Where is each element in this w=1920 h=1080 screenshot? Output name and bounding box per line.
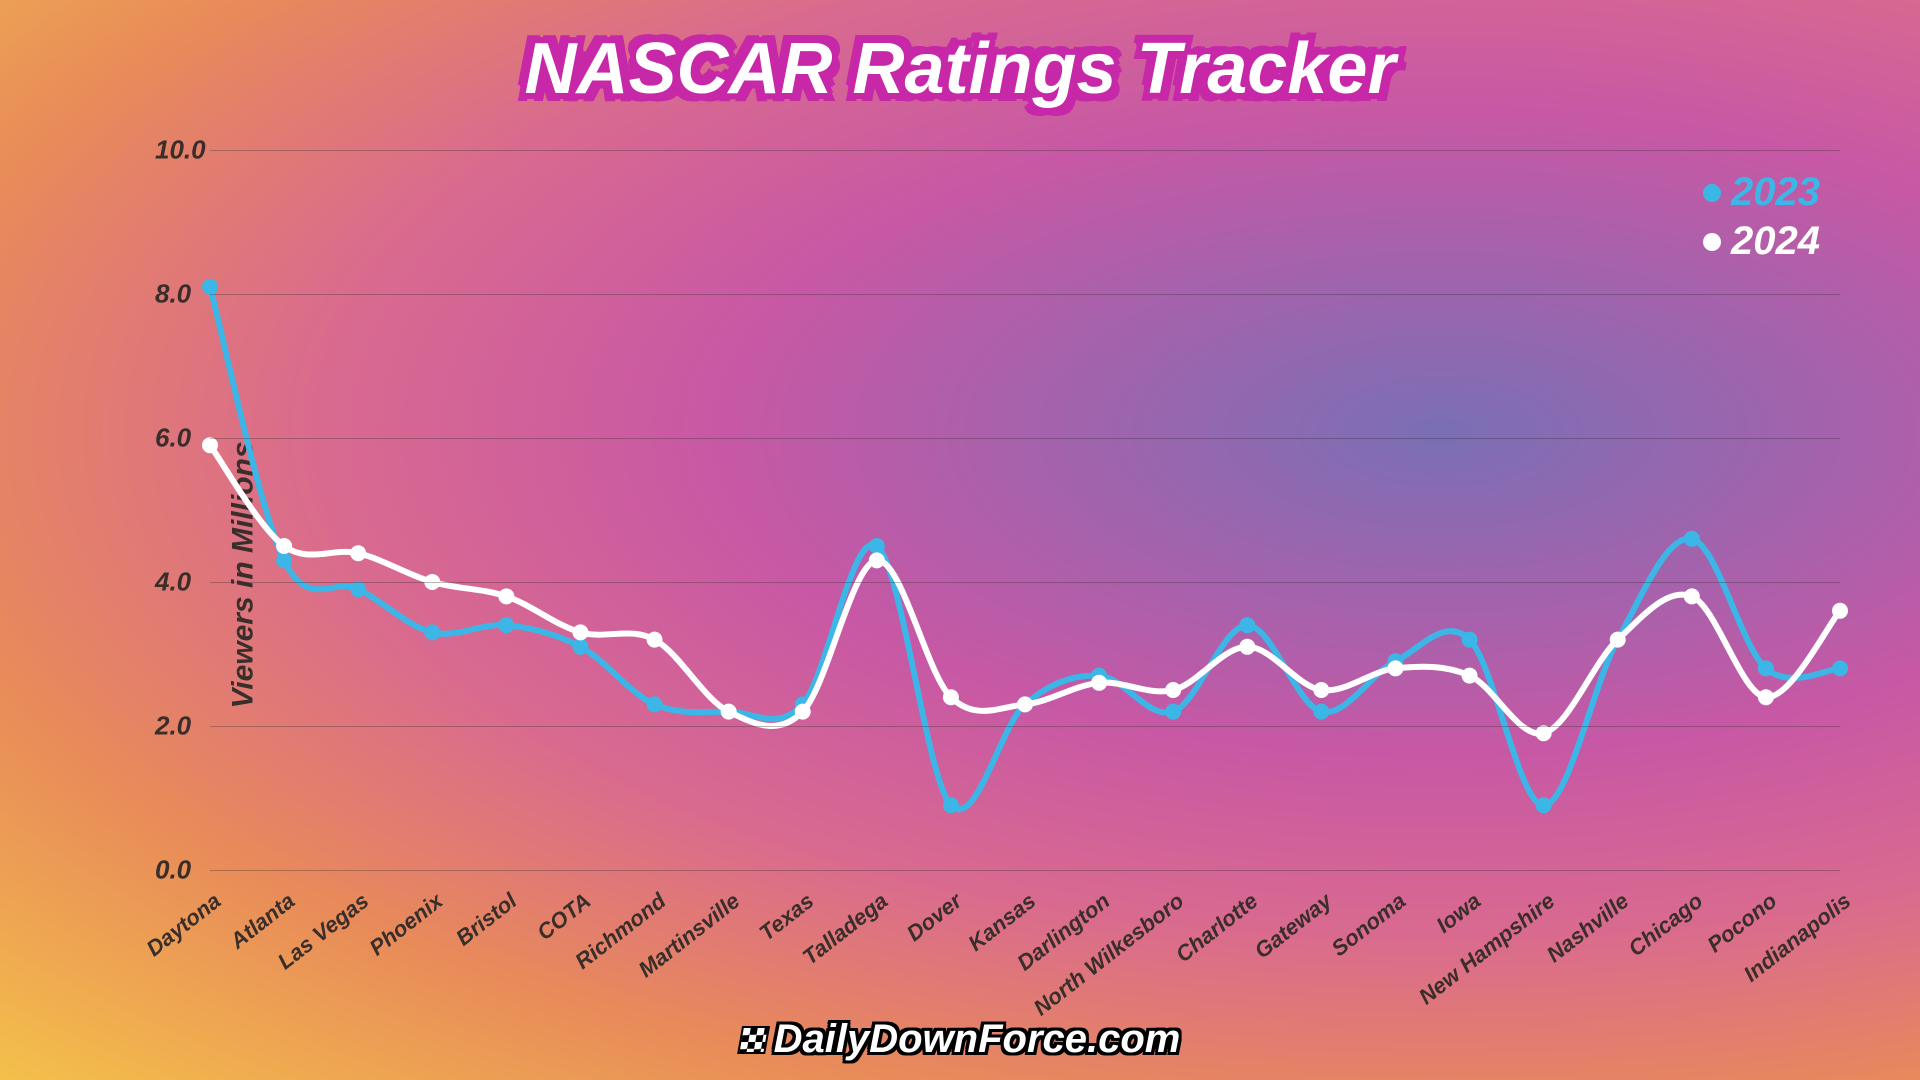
footer-branding: DailyDownForce.com (740, 1017, 1181, 1062)
gridline (210, 726, 1840, 727)
series-marker-2023 (498, 617, 514, 633)
series-marker-2023 (1684, 531, 1700, 547)
chart-svg (210, 150, 1840, 870)
series-marker-2024 (647, 632, 663, 648)
chart-title: NASCAR Ratings Tracker (525, 28, 1396, 110)
series-marker-2023 (1462, 632, 1478, 648)
series-marker-2023 (350, 581, 366, 597)
series-marker-2024 (1610, 632, 1626, 648)
gridline (210, 150, 1840, 151)
series-marker-2024 (1758, 689, 1774, 705)
series-marker-2024 (1832, 603, 1848, 619)
series-marker-2024 (1536, 725, 1552, 741)
series-marker-2023 (572, 639, 588, 655)
series-marker-2024 (202, 437, 218, 453)
series-marker-2024 (1165, 682, 1181, 698)
series-marker-2024 (1313, 682, 1329, 698)
y-tick: 6.0 (155, 423, 191, 454)
series-marker-2023 (1239, 617, 1255, 633)
series-marker-2024 (350, 545, 366, 561)
footer-text: DailyDownForce.com (774, 1017, 1181, 1062)
gridline (210, 438, 1840, 439)
plot-area (210, 150, 1840, 870)
series-marker-2023 (424, 624, 440, 640)
series-marker-2024 (795, 704, 811, 720)
gridline (210, 582, 1840, 583)
checkered-flag-icon (737, 1026, 770, 1054)
series-marker-2023 (1165, 704, 1181, 720)
series-line-2023 (210, 287, 1840, 810)
series-marker-2024 (943, 689, 959, 705)
series-marker-2023 (869, 538, 885, 554)
y-tick: 8.0 (155, 279, 191, 310)
series-marker-2024 (721, 704, 737, 720)
series-marker-2023 (202, 279, 218, 295)
series-marker-2023 (943, 797, 959, 813)
series-marker-2024 (1239, 639, 1255, 655)
series-marker-2024 (572, 624, 588, 640)
series-marker-2024 (1091, 675, 1107, 691)
series-marker-2023 (276, 552, 292, 568)
y-tick: 2.0 (155, 711, 191, 742)
series-marker-2024 (276, 538, 292, 554)
series-marker-2023 (647, 696, 663, 712)
series-marker-2024 (498, 588, 514, 604)
chart-container: Viewers in Millions 2023 2024 0.02.04.06… (100, 150, 1860, 1000)
series-marker-2024 (1684, 588, 1700, 604)
gridline (210, 870, 1840, 871)
series-marker-2024 (1387, 660, 1403, 676)
y-tick: 10.0 (155, 135, 206, 166)
series-marker-2024 (1017, 696, 1033, 712)
series-marker-2024 (869, 552, 885, 568)
y-tick: 0.0 (155, 855, 191, 886)
series-marker-2023 (1536, 797, 1552, 813)
gridline (210, 294, 1840, 295)
series-marker-2023 (1313, 704, 1329, 720)
y-tick: 4.0 (155, 567, 191, 598)
series-marker-2023 (1832, 660, 1848, 676)
series-marker-2023 (1758, 660, 1774, 676)
series-marker-2024 (1462, 668, 1478, 684)
